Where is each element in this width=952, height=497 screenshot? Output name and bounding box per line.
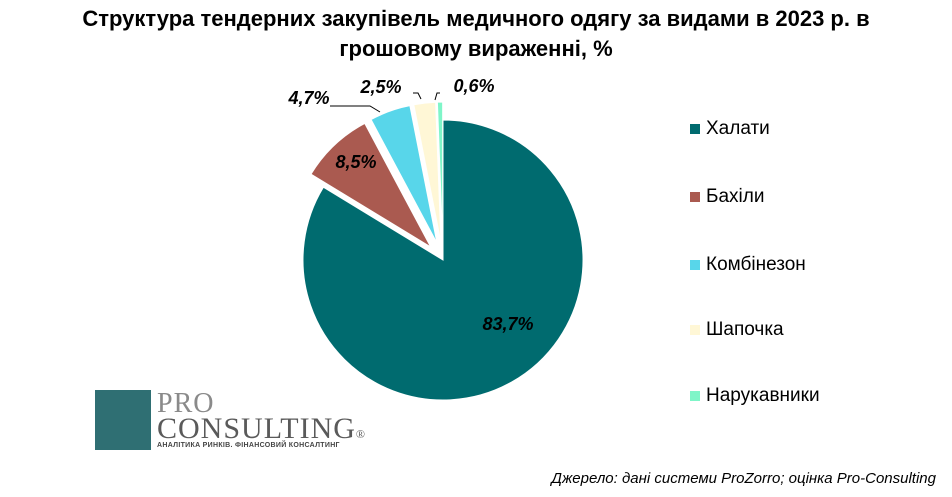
logo-subtitle: АНАЛІТИКА РИНКІВ. ФІНАНСОВИЙ КОНСАЛТИНГ: [157, 442, 340, 449]
slice-shapochka: [413, 101, 442, 243]
legend-label: Комбінезон: [706, 254, 806, 275]
legend-label: Халати: [706, 118, 770, 139]
legend-swatch: [690, 391, 700, 401]
legend-label: Нарукавники: [706, 385, 820, 406]
chart-title: Структура тендерних закупівель медичного…: [0, 4, 952, 64]
legend-item-narukavnyky: Нарукавники: [690, 385, 820, 407]
legend-item-kombinezon: Комбінезон: [690, 254, 806, 276]
data-label-halaty: 83,7%: [482, 314, 533, 334]
data-label-kombinezon: 4,7%: [287, 88, 329, 108]
slice-halaty: [302, 119, 584, 401]
legend-swatch: [690, 124, 700, 134]
legend-label: Шапочка: [706, 319, 784, 340]
logo-text-consulting: CONSULTING®: [157, 412, 367, 445]
leader-line-shapochka: [413, 92, 422, 100]
legend-item-bakhily: Бахіли: [690, 186, 764, 208]
leader-line-narukavnyky: [434, 92, 440, 101]
data-label-shapochka: 2,5%: [359, 77, 401, 97]
legend-swatch: [690, 192, 700, 202]
leader-line-kombinezon: [330, 105, 381, 113]
logo-text-pro: PRO: [157, 388, 215, 419]
data-label-narukavnyky: 0,6%: [453, 76, 494, 96]
legend-label: Бахіли: [706, 186, 765, 207]
legend-item-shapochka: Шапочка: [690, 319, 784, 341]
data-label-bakhily: 8,5%: [335, 152, 376, 172]
slice-narukavnyky: [436, 101, 444, 243]
logo-emblem-icon: [95, 390, 151, 450]
chart-title-line-1: Структура тендерних закупівель медичного…: [82, 6, 870, 31]
legend-swatch: [690, 260, 700, 270]
slice-kombinezon: [370, 105, 438, 244]
legend-item-halaty: Халати: [690, 118, 770, 140]
pro-consulting-logo: PRO CONSULTING® АНАЛІТИКА РИНКІВ. ФІНАНС…: [95, 388, 367, 460]
chart-title-line-2: грошовому вираженні, %: [339, 36, 613, 61]
legend-swatch: [690, 325, 700, 335]
slice-bakhily: [310, 122, 432, 249]
source-note: Джерело: дані системи ProZorro; оцінка P…: [551, 470, 936, 487]
